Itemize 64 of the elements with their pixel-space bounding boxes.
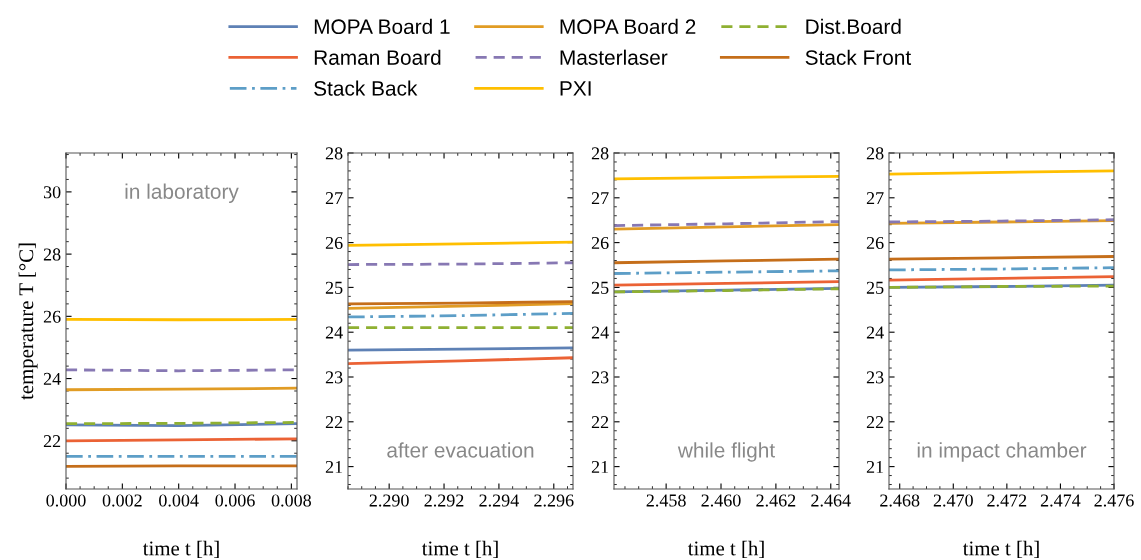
legend-label: Masterlaser: [560, 49, 668, 65]
x-axis-title: time t [h]: [687, 540, 764, 559]
x-tick-label: 0.006: [215, 494, 255, 507]
y-tick-label: 26: [591, 236, 609, 250]
y-tick-label: 26: [325, 236, 343, 250]
annotation: after evacuation: [387, 442, 534, 458]
y-tick-label: 23: [325, 371, 343, 384]
x-axis-title: time t [h]: [142, 540, 219, 559]
legend-label: PXI: [560, 81, 591, 96]
y-tick-label: 24: [591, 326, 609, 339]
y-tick-label: 26: [866, 236, 884, 250]
y-tick-label: 21: [866, 460, 884, 473]
y-tick-label: 22: [866, 416, 884, 429]
x-tick-label: 2.472: [987, 494, 1027, 507]
x-tick-label: 2.294: [479, 494, 519, 507]
y-tick-label: 24: [866, 326, 884, 339]
annotation: in laboratory: [125, 183, 239, 204]
y-tick-label: 28: [325, 147, 343, 160]
annotation: while flight: [677, 442, 775, 462]
y-tick-label: 28: [591, 147, 609, 160]
x-tick-label: 0.008: [271, 494, 311, 507]
x-tick-label: 2.470: [933, 494, 973, 507]
legend-label: Dist.Board: [806, 18, 901, 35]
x-tick-label: 2.290: [369, 494, 409, 507]
legend-label: Stack Front: [805, 49, 912, 65]
y-axis-title: temperature T [°C]: [18, 243, 38, 400]
x-tick-label: 0.004: [159, 494, 199, 507]
x-tick-label: 2.468: [880, 494, 920, 507]
x-tick-label: 0.002: [102, 494, 142, 507]
y-tick-label: 25: [866, 281, 884, 294]
y-tick-label: 27: [591, 192, 609, 205]
x-tick-label: 2.462: [756, 494, 796, 507]
x-tick-label: 2.292: [424, 494, 464, 507]
y-tick-label: 23: [866, 371, 884, 384]
y-tick-label: 26: [43, 310, 61, 323]
y-tick-label: 30: [43, 186, 61, 199]
x-tick-label: 2.476: [1094, 494, 1134, 507]
y-tick-label: 25: [325, 281, 343, 294]
legend-label: MOPA Board 1: [314, 18, 450, 35]
x-axis-title: time t [h]: [421, 540, 498, 559]
y-tick-label: 27: [325, 192, 343, 205]
x-tick-label: 2.296: [534, 494, 574, 507]
x-tick-label: 2.474: [1040, 494, 1081, 507]
x-tick-label: 2.458: [646, 494, 686, 507]
y-tick-label: 27: [866, 192, 884, 205]
y-tick-label: 21: [325, 460, 343, 473]
annotation: in impact chamber: [917, 442, 1087, 462]
legend-label: Raman Board: [314, 49, 441, 65]
x-axis-title: time t [h]: [962, 540, 1039, 559]
x-tick-label: 0.000: [46, 494, 86, 507]
y-tick-label: 25: [591, 281, 609, 294]
x-tick-label: 2.464: [811, 494, 851, 507]
legend-label: Stack Back: [314, 80, 418, 96]
y-tick-label: 22: [43, 435, 61, 448]
x-tick-label: 2.460: [701, 494, 741, 507]
y-tick-label: 24: [43, 372, 61, 385]
y-tick-label: 23: [591, 371, 609, 384]
y-tick-label: 24: [325, 326, 343, 339]
y-tick-label: 21: [591, 460, 609, 473]
y-tick-label: 28: [43, 248, 61, 261]
y-tick-label: 22: [325, 416, 343, 429]
legend-label: MOPA Board 2: [560, 18, 696, 35]
y-tick-label: 22: [591, 416, 609, 429]
y-tick-label: 28: [866, 147, 884, 160]
